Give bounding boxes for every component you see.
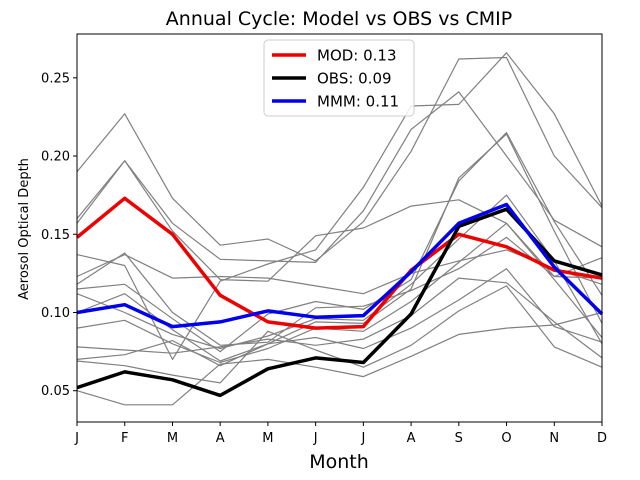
x-tick-label: J [313,431,318,446]
plot-area: 0.05 0.10 0.15 0.20 0.25 J F M A M J J A S O N D MOD: 0.1… [41,33,607,446]
cmip-model-line-5 [76,236,603,346]
cmip-model-line-6 [76,52,603,360]
cmip-model-line-2 [76,91,603,263]
series-line-mmm [76,202,604,329]
legend-label-mod: MOD: 0.13 [317,47,397,65]
cmip-model-line-13 [76,285,603,384]
y-axis-label: Aerosol Optical Depth [17,158,32,300]
x-tick-label: J [74,431,79,446]
x-tick-label: M [167,431,178,446]
y-tick-label: 0.15 [41,228,70,243]
y-tick-label: 0.10 [41,306,70,321]
cmip-model-line-4 [76,249,603,295]
cmip-model-line-14 [76,311,603,406]
x-tick-label: A [216,431,225,446]
x-tick-label: M [262,431,273,446]
cmip-model-line-12 [76,268,603,367]
cmip-model-line-11 [76,277,603,359]
y-tick-label: 0.20 [41,150,70,165]
series-line-mod [75,196,603,330]
legend-box [263,39,415,117]
x-tick-label: J [360,431,365,446]
chart-title: Annual Cycle: Model vs OBS vs CMIP [166,8,512,30]
y-tick-label: 0.05 [41,384,70,399]
cmip-model-line-7 [76,132,603,353]
x-tick-label: N [549,431,559,446]
x-tick-label: D [597,431,607,446]
x-tick-label: F [121,431,128,446]
cmip-model-line-10 [76,222,603,364]
x-tick-label: S [455,431,463,446]
legend-label-obs: OBS: 0.09 [317,70,392,88]
plot-frame [76,33,603,423]
cmip-model-line-1 [76,56,603,262]
cmip-model-line-9 [76,194,603,350]
x-axis-label: Month [309,451,369,473]
y-tick-label: 0.25 [41,71,70,86]
legend-label-mmm: MMM: 0.11 [317,93,399,111]
x-tick-label: O [501,431,511,446]
x-tick-label: A [407,431,416,446]
